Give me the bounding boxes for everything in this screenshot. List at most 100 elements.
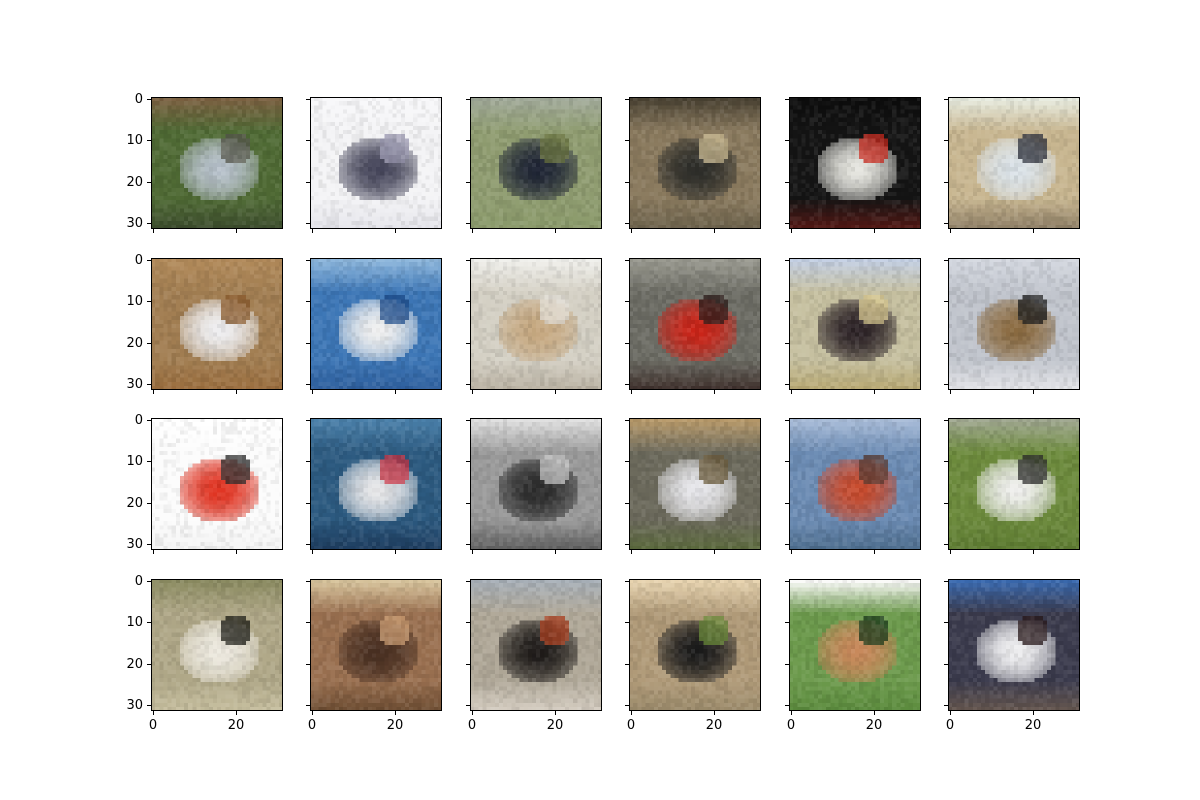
y-tick [625, 260, 629, 261]
y-tick [306, 343, 310, 344]
x-tick [631, 390, 632, 394]
y-tick-label: 20 [113, 497, 143, 510]
image-panel-horse [470, 97, 602, 229]
y-tick-label: 10 [113, 134, 143, 147]
image-panel-cat [310, 579, 442, 711]
y-tick [306, 140, 310, 141]
y-tick [306, 544, 310, 545]
y-tick-label: 10 [113, 455, 143, 468]
x-tick [236, 390, 237, 394]
y-tick [306, 420, 310, 421]
y-tick [147, 140, 151, 141]
y-tick [147, 461, 151, 462]
y-tick-label: 30 [113, 378, 143, 391]
airplane-image [310, 258, 442, 390]
y-tick [466, 503, 470, 504]
y-tick [785, 705, 789, 706]
x-tick [236, 229, 237, 233]
image-panel-ship [789, 418, 921, 550]
dog-image [948, 97, 1080, 229]
y-tick [625, 705, 629, 706]
x-tick [395, 550, 396, 554]
cat-image [470, 579, 602, 711]
image-panel-ship [948, 579, 1080, 711]
y-tick [466, 223, 470, 224]
y-tick [785, 622, 789, 623]
x-tick [395, 390, 396, 394]
y-tick [944, 420, 948, 421]
x-tick-label: 0 [935, 719, 965, 732]
x-tick [950, 550, 951, 554]
image-panel-cat [470, 579, 602, 711]
x-tick [555, 229, 556, 233]
horse-image [629, 579, 761, 711]
y-tick [466, 664, 470, 665]
horse-image [789, 97, 921, 229]
y-tick [785, 223, 789, 224]
y-tick [625, 503, 629, 504]
y-tick [625, 140, 629, 141]
y-tick [625, 343, 629, 344]
cat-image [629, 97, 761, 229]
x-tick [791, 390, 792, 394]
y-tick-label: 10 [113, 616, 143, 629]
y-tick [625, 664, 629, 665]
horse-image [470, 97, 602, 229]
car-image [151, 97, 283, 229]
image-panel-horse [789, 258, 921, 390]
y-tick [944, 544, 948, 545]
x-tick [153, 550, 154, 554]
x-tick-label: 20 [380, 719, 410, 732]
x-tick [236, 711, 237, 715]
image-panel-automobile [151, 418, 283, 550]
x-tick [153, 390, 154, 394]
x-tick [714, 390, 715, 394]
y-tick [785, 420, 789, 421]
bird-image [629, 258, 761, 390]
x-tick [555, 390, 556, 394]
y-tick [944, 260, 948, 261]
cat-image [151, 258, 283, 390]
y-tick [466, 140, 470, 141]
image-panel-dog [948, 97, 1080, 229]
y-tick [306, 461, 310, 462]
deer-image [789, 579, 921, 711]
y-tick [306, 705, 310, 706]
y-tick [466, 705, 470, 706]
ship-image [948, 579, 1080, 711]
y-tick [466, 384, 470, 385]
image-panel-bird [629, 258, 761, 390]
cat-image [151, 579, 283, 711]
y-tick [466, 301, 470, 302]
image-panel-cat [151, 258, 283, 390]
y-tick [147, 705, 151, 706]
x-tick-label: 0 [776, 719, 806, 732]
y-tick-label: 20 [113, 658, 143, 671]
y-tick [466, 420, 470, 421]
y-tick [944, 622, 948, 623]
ship-image [789, 418, 921, 550]
x-tick [472, 711, 473, 715]
y-tick-label: 0 [113, 93, 143, 106]
x-tick-label: 20 [221, 719, 251, 732]
image-panel-automobile [629, 418, 761, 550]
y-tick [944, 140, 948, 141]
image-panel-airplane [310, 258, 442, 390]
dog-image [948, 418, 1080, 550]
y-tick-label: 20 [113, 337, 143, 350]
y-tick [785, 140, 789, 141]
y-tick [785, 544, 789, 545]
x-tick [312, 550, 313, 554]
automobile-image [151, 418, 283, 550]
y-tick [306, 503, 310, 504]
y-tick [625, 223, 629, 224]
x-tick [714, 229, 715, 233]
x-tick [395, 229, 396, 233]
y-tick [147, 622, 151, 623]
x-tick [791, 550, 792, 554]
x-tick [1033, 711, 1034, 715]
x-tick [950, 229, 951, 233]
x-tick-label: 20 [540, 719, 570, 732]
y-tick [625, 99, 629, 100]
y-tick-label: 0 [113, 414, 143, 427]
